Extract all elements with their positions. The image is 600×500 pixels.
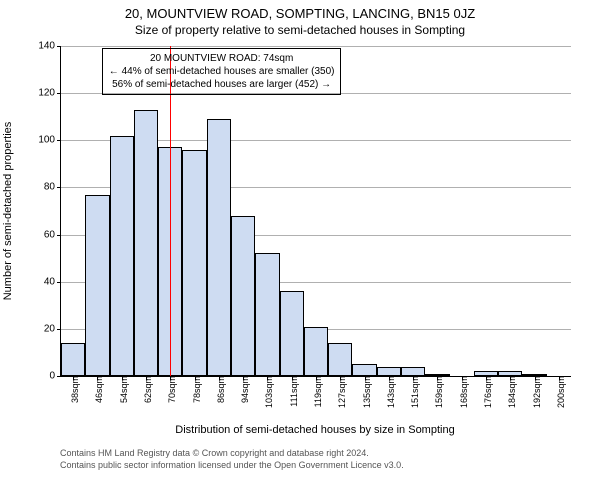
footer-text: Contains HM Land Registry data © Crown c… — [60, 448, 404, 471]
histogram-bar — [352, 364, 376, 376]
reference-line — [170, 46, 171, 376]
histogram-bar — [401, 367, 425, 376]
x-tick-label: 176sqm — [479, 376, 493, 408]
annotation-box: 20 MOUNTVIEW ROAD: 74sqm← 44% of semi-de… — [102, 48, 342, 95]
histogram-bar — [61, 343, 85, 376]
x-tick-label: 184sqm — [503, 376, 517, 408]
x-tick-label: 78sqm — [188, 376, 202, 403]
x-tick-label: 86sqm — [212, 376, 226, 403]
chart-container: 20, MOUNTVIEW ROAD, SOMPTING, LANCING, B… — [0, 0, 600, 500]
y-tick-label: 60 — [44, 229, 61, 240]
histogram-bar — [231, 216, 255, 376]
x-tick-label: 119sqm — [309, 376, 323, 407]
chart-subtitle: Size of property relative to semi-detach… — [0, 21, 600, 37]
x-tick-label: 62sqm — [139, 376, 153, 403]
chart-title: 20, MOUNTVIEW ROAD, SOMPTING, LANCING, B… — [0, 0, 600, 21]
y-tick-label: 80 — [44, 182, 61, 193]
x-tick-label: 200sqm — [552, 376, 566, 408]
y-tick-label: 20 — [44, 323, 61, 334]
x-tick-label: 151sqm — [406, 376, 420, 408]
y-axis-label: Number of semi-detached properties — [2, 122, 14, 301]
histogram-bar — [182, 150, 206, 376]
x-tick-label: 46sqm — [90, 376, 104, 403]
histogram-bar — [85, 195, 109, 377]
x-tick-label: 70sqm — [163, 376, 177, 403]
histogram-bar — [328, 343, 352, 376]
x-tick-label: 38sqm — [66, 376, 80, 403]
footer-line-2: Contains public sector information licen… — [60, 460, 404, 472]
x-tick-label: 103sqm — [260, 376, 274, 408]
x-tick-label: 127sqm — [333, 376, 347, 408]
x-axis-label: Distribution of semi-detached houses by … — [60, 424, 570, 436]
annotation-line: ← 44% of semi-detached houses are smalle… — [109, 65, 335, 78]
annotation-line: 56% of semi-detached houses are larger (… — [109, 78, 335, 91]
histogram-bar — [280, 291, 304, 376]
histogram-bar — [255, 253, 279, 376]
y-tick-label: 0 — [49, 371, 61, 382]
x-tick-label: 54sqm — [115, 376, 129, 403]
x-tick-label: 94sqm — [236, 376, 250, 403]
x-tick-label: 168sqm — [455, 376, 469, 408]
histogram-bar — [110, 136, 134, 376]
histogram-bar — [377, 367, 401, 376]
histogram-bar — [134, 110, 158, 376]
annotation-line: 20 MOUNTVIEW ROAD: 74sqm — [109, 52, 335, 65]
x-tick-label: 192sqm — [528, 376, 542, 408]
y-tick-label: 120 — [38, 88, 61, 99]
plot-area: 02040608010012014038sqm46sqm54sqm62sqm70… — [60, 46, 571, 377]
y-tick-label: 140 — [38, 41, 61, 52]
y-tick-label: 100 — [38, 135, 61, 146]
histogram-bar — [304, 327, 328, 377]
x-tick-label: 143sqm — [382, 376, 396, 408]
x-tick-label: 135sqm — [358, 376, 372, 408]
x-tick-label: 111sqm — [285, 376, 299, 407]
y-tick-label: 40 — [44, 276, 61, 287]
x-tick-label: 159sqm — [430, 376, 444, 408]
histogram-bar — [207, 119, 231, 376]
footer-line-1: Contains HM Land Registry data © Crown c… — [60, 448, 404, 460]
